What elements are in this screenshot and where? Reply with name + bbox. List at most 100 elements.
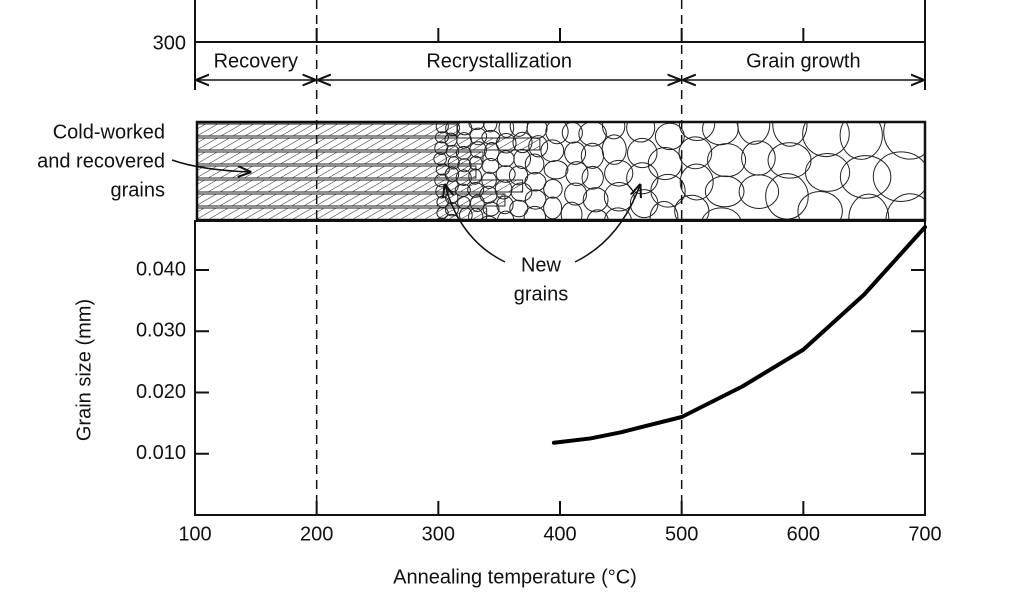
region-label: Grain growth — [746, 50, 861, 72]
y-tick-label: 0.040 — [136, 258, 186, 280]
new-grain — [435, 122, 449, 134]
new-grain — [481, 129, 501, 145]
annotation: Cold-worked — [53, 121, 165, 143]
new-grain — [765, 173, 809, 220]
region-label: Recovery — [214, 50, 298, 72]
new-grain — [524, 172, 547, 192]
new-grain — [586, 209, 609, 220]
new-grain — [560, 201, 583, 220]
new-grain — [564, 182, 588, 206]
new-grain — [513, 148, 532, 170]
new-grain — [495, 133, 517, 154]
new-grain — [480, 215, 498, 220]
new-grain — [704, 175, 745, 208]
new-grain — [468, 207, 484, 220]
new-grain — [459, 207, 473, 220]
new-grain — [469, 127, 488, 146]
new-grain — [512, 131, 533, 154]
new-grain — [678, 122, 716, 142]
annotation: New — [521, 254, 562, 276]
deformed-grain — [197, 165, 477, 179]
x-tick-label: 700 — [908, 523, 941, 545]
x-tick-label: 500 — [665, 523, 698, 545]
new-grain — [650, 173, 686, 208]
region-label: Recrystallization — [426, 50, 572, 72]
data-line — [551, 225, 927, 445]
new-grain — [738, 174, 780, 209]
new-grain — [604, 159, 634, 187]
new-grain — [839, 155, 892, 199]
new-grain — [580, 142, 605, 169]
new-grain — [435, 217, 446, 220]
new-grain — [883, 122, 925, 160]
new-grain — [604, 207, 632, 220]
new-grain — [647, 147, 683, 181]
new-grain — [484, 142, 500, 162]
new-grain — [702, 122, 739, 146]
new-grain — [470, 194, 485, 213]
new-grain — [455, 169, 472, 186]
new-grain — [797, 190, 843, 220]
new-grain — [674, 194, 710, 220]
y-tick-label: 0.020 — [136, 381, 186, 403]
new-grain — [543, 196, 563, 220]
new-grain — [707, 143, 747, 178]
deformed-grain — [197, 207, 488, 220]
new-grain — [872, 151, 925, 202]
new-grain — [601, 134, 627, 165]
x-tick-label: 400 — [543, 523, 576, 545]
new-grain — [469, 141, 487, 159]
new-grain — [444, 202, 459, 217]
new-grain — [481, 158, 500, 174]
new-grain — [524, 189, 547, 210]
new-grain — [543, 160, 569, 180]
new-grain — [524, 153, 545, 175]
new-grain — [482, 201, 500, 217]
new-grain — [602, 122, 626, 140]
new-grain — [468, 168, 482, 185]
new-grain — [447, 156, 460, 170]
new-grain — [444, 166, 460, 183]
new-grain — [737, 122, 771, 145]
new-grain — [767, 142, 812, 179]
new-grain — [543, 178, 563, 199]
new-grain — [627, 137, 658, 169]
y-axis-label: Grain size (mm) — [73, 299, 95, 441]
new-grain — [434, 131, 449, 144]
new-grain — [581, 165, 604, 190]
y-tick-label: 300 — [153, 32, 186, 54]
new-grain — [582, 187, 609, 213]
new-grain — [578, 122, 607, 147]
new-grain — [435, 163, 450, 176]
new-grain — [481, 171, 497, 189]
deformed-grain — [197, 137, 541, 151]
new-grain — [564, 141, 587, 165]
annotation: grains — [111, 179, 165, 201]
y-tick-label: 0.010 — [136, 442, 186, 464]
deformed-grain — [197, 179, 524, 193]
new-grain — [649, 200, 679, 220]
new-grain — [495, 165, 516, 183]
new-grain — [498, 122, 515, 138]
new-grain — [496, 195, 514, 215]
annotation: grains — [514, 283, 568, 305]
deformed-grain — [197, 151, 484, 165]
x-tick-label: 300 — [422, 523, 455, 545]
new-grain — [565, 161, 589, 187]
new-grain — [839, 122, 883, 160]
deformed-grain — [197, 193, 506, 207]
new-grain — [885, 193, 925, 220]
x-axis-label: Annealing temperature (°C) — [393, 566, 637, 588]
new-grain — [741, 140, 776, 176]
new-grain — [679, 163, 714, 201]
annotation-arrow — [171, 159, 250, 172]
new-grain — [528, 135, 549, 158]
x-tick-label: 100 — [178, 523, 211, 545]
annotation-arrow — [445, 185, 506, 263]
new-grain — [848, 193, 890, 220]
new-grain — [678, 136, 713, 170]
new-grain — [467, 181, 485, 198]
new-grain — [626, 122, 656, 143]
new-grain — [445, 122, 460, 136]
